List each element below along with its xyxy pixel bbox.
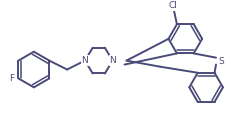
Text: Cl: Cl (169, 1, 177, 10)
Text: N: N (82, 56, 88, 65)
Text: N: N (109, 56, 116, 65)
Text: F: F (9, 74, 14, 83)
Text: S: S (218, 57, 224, 66)
